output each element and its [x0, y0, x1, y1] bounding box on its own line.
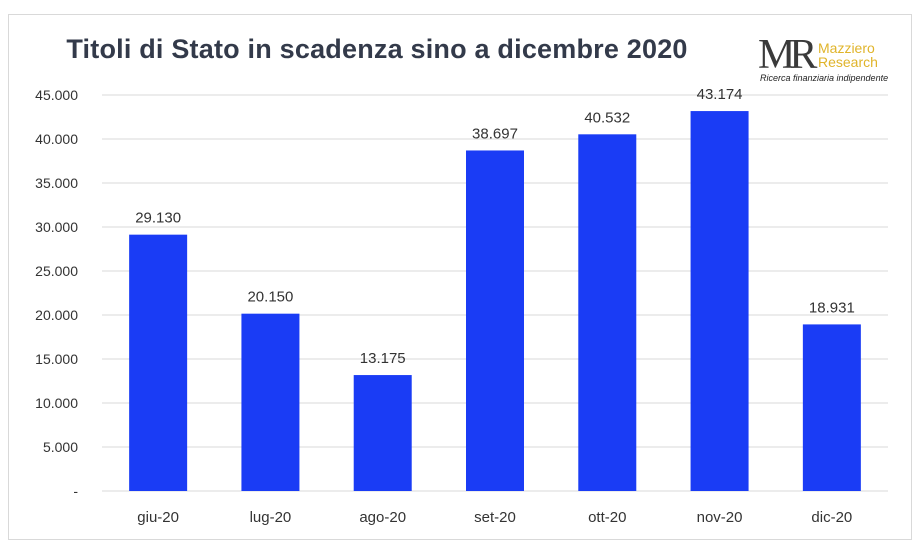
x-tick-label: ago-20: [359, 509, 406, 526]
value-label: 29.130: [135, 210, 181, 227]
chart-title: Titoli di Stato in scadenza sino a dicem…: [66, 34, 688, 64]
logo-tagline: Ricerca finanziaria indipendente: [760, 73, 889, 83]
bars: [129, 111, 861, 492]
bar-dic-20: [802, 324, 861, 491]
logo-name-line2: Research: [818, 54, 878, 70]
y-tick-label: 40.000: [35, 131, 78, 147]
y-tick-label: -: [73, 483, 78, 499]
x-tick-label: dic-20: [811, 509, 852, 526]
y-tick-label: 30.000: [35, 219, 78, 235]
value-label: 18.931: [809, 299, 855, 316]
x-tick-label: ott-20: [588, 509, 626, 526]
y-tick-label: 10.000: [35, 395, 78, 411]
y-tick-label: 35.000: [35, 175, 78, 191]
bar-ago-20: [353, 375, 412, 491]
y-tick-label: 20.000: [35, 307, 78, 323]
y-tick-label: 15.000: [35, 351, 78, 367]
value-label: 38.697: [472, 125, 518, 142]
value-labels: 29.130 20.150 13.175 38.697 40.532 43.174 18.9…: [135, 86, 855, 367]
y-tick-label: 25.000: [35, 263, 78, 279]
value-label: 20.150: [247, 289, 293, 306]
value-label: 40.532: [584, 109, 630, 126]
x-tick-label: nov-20: [697, 509, 743, 526]
mazziero-logo: MR: [758, 32, 823, 78]
bar-giu-20: [129, 234, 188, 491]
bar-ott-20: [578, 134, 637, 491]
y-tick-label: 5.000: [43, 439, 78, 455]
x-tick-label: giu-20: [137, 509, 179, 526]
bar-lug-20: [241, 313, 300, 491]
logo-name-line1: Mazziero: [818, 40, 875, 56]
x-tick-label: set-20: [474, 509, 516, 526]
x-axis-labels: giu-20 lug-20 ago-20 set-20 ott-20 nov-20 dic-…: [137, 509, 852, 526]
bar-set-20: [466, 150, 524, 491]
y-axis-labels: - 5.000 10.000 15.000 20.000 25.000 30.000 35.0…: [35, 87, 78, 499]
value-label: 13.175: [360, 350, 406, 367]
logo-name: Mazziero Research: [818, 41, 878, 69]
bar-nov-20: [690, 111, 749, 492]
value-label: 43.174: [697, 86, 743, 103]
x-tick-label: lug-20: [250, 509, 292, 526]
y-tick-label: 45.000: [35, 87, 78, 103]
